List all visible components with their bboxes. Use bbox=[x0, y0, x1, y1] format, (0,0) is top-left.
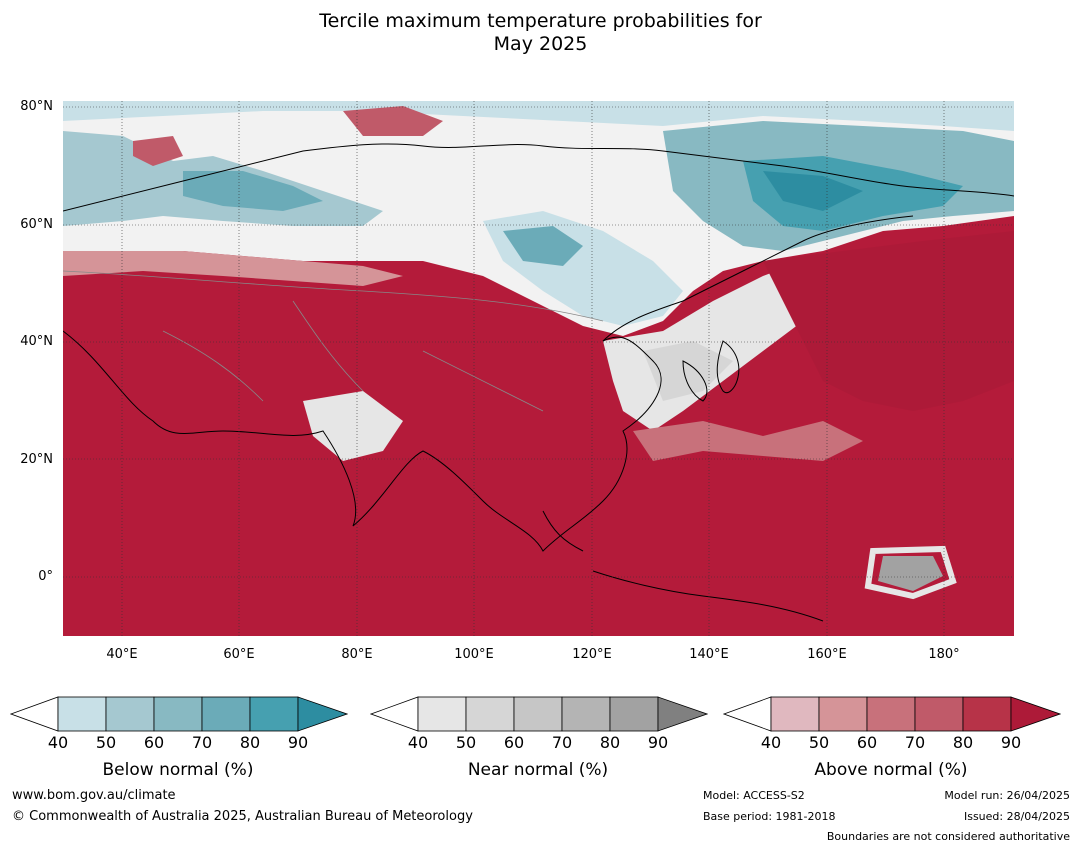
colorbar-tick-label: 50 bbox=[95, 733, 117, 752]
colorbar-segment bbox=[818, 696, 868, 732]
above-normal-region-nw-pacific bbox=[763, 231, 1014, 411]
base-period-text: Base period: 1981-2018 bbox=[703, 810, 836, 823]
colorbar-segment bbox=[962, 696, 1012, 732]
colorbar-segment bbox=[465, 696, 515, 732]
colorbar-segment bbox=[513, 696, 563, 732]
above-normal-band-subtropical bbox=[633, 421, 863, 461]
above-normal-patch-scandinavia bbox=[133, 136, 183, 166]
near-normal-region-india bbox=[303, 391, 403, 461]
colorbar-tick-label: 70 bbox=[191, 733, 213, 752]
colorbar-segment bbox=[914, 696, 964, 732]
colorbar-near-normal bbox=[370, 696, 708, 732]
colorbar-tick-label: 90 bbox=[287, 733, 309, 752]
legend-title-above-normal: Above normal (%) bbox=[814, 760, 968, 780]
title-line-2: May 2025 bbox=[493, 33, 588, 55]
near-normal-patch-pacific bbox=[878, 556, 943, 591]
lon-label-160e: 160°E bbox=[807, 647, 847, 662]
graticule bbox=[63, 101, 1014, 636]
colorbar-tick-label: 80 bbox=[952, 733, 974, 752]
website-link[interactable]: www.bom.gov.au/climate bbox=[12, 788, 176, 803]
map-title: Tercile maximum temperature probabilitie… bbox=[0, 10, 1081, 56]
model-text: Model: ACCESS-S2 bbox=[703, 789, 805, 802]
lon-label-140e: 140°E bbox=[689, 647, 729, 662]
colorbar-max-arrow bbox=[1010, 696, 1061, 732]
copyright-text: © Commonwealth of Australia 2025, Austra… bbox=[12, 809, 473, 824]
near-normal-halo-pacific bbox=[864, 545, 957, 600]
issued-text: Issued: 28/04/2025 bbox=[963, 810, 1070, 823]
lat-label-60n: 60°N bbox=[20, 217, 53, 232]
lon-label-80e: 80°E bbox=[341, 647, 373, 662]
colorbar-tick-label: 80 bbox=[239, 733, 261, 752]
colorbar-segment bbox=[417, 696, 467, 732]
colorbar-min-arrow bbox=[370, 696, 419, 732]
legend-title-below-normal: Below normal (%) bbox=[102, 760, 254, 780]
near-normal-core-east-asia bbox=[643, 341, 733, 401]
colorbar-tick-label: 90 bbox=[1000, 733, 1022, 752]
colorbar-tick-label: 70 bbox=[904, 733, 926, 752]
colorbar-tick-label: 80 bbox=[599, 733, 621, 752]
colorbar-min-arrow bbox=[10, 696, 59, 732]
lon-label-180: 180° bbox=[928, 647, 960, 662]
below-normal-max-east bbox=[763, 171, 863, 211]
colorbar-tick-label: 50 bbox=[808, 733, 830, 752]
colorbar-tick-label: 60 bbox=[503, 733, 525, 752]
colorbar-tick-label: 50 bbox=[455, 733, 477, 752]
country-borders bbox=[63, 270, 604, 412]
lat-label-40n: 40°N bbox=[20, 334, 53, 349]
below-normal-core-siberia bbox=[503, 226, 583, 266]
colorbar-segment bbox=[105, 696, 155, 732]
above-normal-band-midlat bbox=[63, 251, 403, 286]
colorbar-segment bbox=[249, 696, 299, 732]
model-run-text: Model run: 26/04/2025 bbox=[944, 789, 1070, 802]
lat-label-80n: 80°N bbox=[20, 99, 53, 114]
colorbar-tick-label: 40 bbox=[760, 733, 782, 752]
probability-map bbox=[63, 101, 1014, 636]
colorbar-max-arrow bbox=[297, 696, 348, 732]
above-normal-patch-arctic bbox=[343, 106, 443, 136]
colorbar-segment bbox=[57, 696, 107, 732]
colorbar-above-normal bbox=[723, 696, 1061, 732]
colorbar-segment bbox=[561, 696, 611, 732]
lon-label-100e: 100°E bbox=[454, 647, 494, 662]
colorbar-max-arrow bbox=[657, 696, 708, 732]
legend-title-near-normal: Near normal (%) bbox=[467, 760, 609, 780]
lon-label-40e: 40°E bbox=[106, 647, 138, 662]
colorbar-segment bbox=[153, 696, 203, 732]
colorbar-min-arrow bbox=[723, 696, 772, 732]
colorbar-tick-label: 60 bbox=[856, 733, 878, 752]
colorbar-segment bbox=[866, 696, 916, 732]
colorbar-tick-label: 40 bbox=[47, 733, 69, 752]
lat-label-20n: 20°N bbox=[20, 452, 53, 467]
map-svg bbox=[63, 101, 1014, 636]
colorbar-tick-label: 90 bbox=[647, 733, 669, 752]
boundaries-note: Boundaries are not considered authoritat… bbox=[826, 830, 1070, 843]
colorbar-segment bbox=[609, 696, 659, 732]
colorbar-tick-label: 40 bbox=[407, 733, 429, 752]
colorbar-tick-label: 60 bbox=[143, 733, 165, 752]
colorbar-segment bbox=[770, 696, 820, 732]
colorbar-segment bbox=[201, 696, 251, 732]
coastlines bbox=[63, 143, 1014, 622]
title-line-1: Tercile maximum temperature probabilitie… bbox=[319, 10, 762, 32]
below-normal-arctic bbox=[63, 101, 1014, 131]
colorbar-tick-label: 70 bbox=[551, 733, 573, 752]
lon-label-120e: 120°E bbox=[572, 647, 612, 662]
lat-label-0: 0° bbox=[38, 569, 53, 584]
lon-label-60e: 60°E bbox=[223, 647, 255, 662]
below-normal-core-west bbox=[183, 171, 323, 211]
colorbar-below-normal bbox=[10, 696, 348, 732]
